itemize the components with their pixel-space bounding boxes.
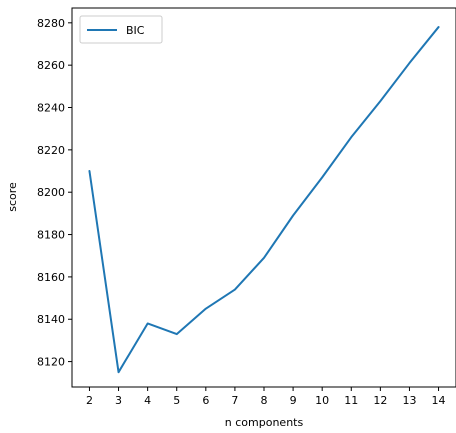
x-tick-label: 2 [86,394,93,407]
x-tick-label: 8 [261,394,268,407]
x-tick-label: 12 [373,394,387,407]
series-line-0 [88,26,440,374]
x-tick-label: 4 [144,394,151,407]
y-tick-label: 8240 [37,102,65,115]
x-tick-label: 11 [344,394,358,407]
x-tick-label: 5 [173,394,180,407]
y-tick-label: 8280 [37,17,65,30]
x-tick-label: 14 [432,394,446,407]
y-tick-label: 8200 [37,186,65,199]
y-tick-label: 8120 [37,356,65,369]
plot-frame [71,7,456,388]
ticks-layer: 2 3 4 5 6 7 8 9 10 11 12 13 14 8120 8140 8160 8180 8200 82… [37,17,446,407]
legend-label: BIC [126,24,145,37]
x-tick-label: 6 [202,394,209,407]
y-tick-label: 8220 [37,144,65,157]
y-axis-label: score [6,182,19,212]
x-tick-label: 13 [402,394,416,407]
x-axis-label: n components [225,416,304,429]
series-layer [88,26,440,374]
x-tick-label: 3 [115,394,122,407]
legend-box [79,15,163,44]
y-tick-label: 8260 [37,59,65,72]
y-tick-label: 8180 [37,229,65,242]
x-tick-label: 10 [315,394,329,407]
y-tick-label: 8160 [37,271,65,284]
x-tick-label: 9 [290,394,297,407]
legend: BIC [79,15,163,44]
x-tick-label: 7 [231,394,238,407]
y-tick-label: 8140 [37,313,65,326]
